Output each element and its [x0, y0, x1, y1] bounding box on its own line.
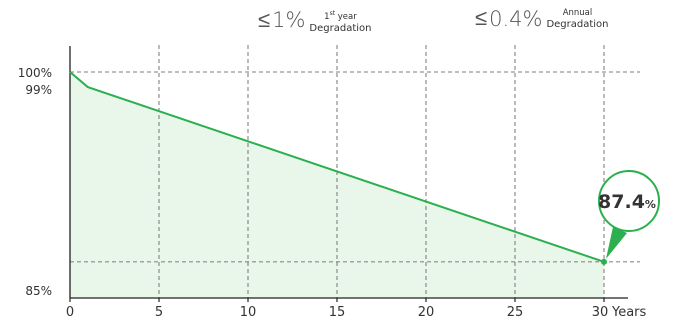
annual-value: 0.4%	[489, 6, 543, 31]
first-year-label-degradation: Degradation	[309, 22, 372, 34]
callout-bubble	[598, 170, 660, 232]
first-year-degradation: ≤ 1% 1st year Degradation	[258, 7, 371, 34]
annual-degradation: ≤ 0.4% Annual Degradation	[475, 6, 609, 31]
first-year-label-num: 1	[324, 11, 330, 22]
annual-label: Annual Degradation	[546, 8, 608, 30]
less-equal-symbol: ≤	[258, 7, 271, 33]
x-tick-label: 10	[240, 305, 257, 320]
callout-unit: %	[645, 198, 656, 211]
annual-label-annual: Annual	[562, 8, 593, 18]
x-axis-label: Years	[611, 305, 647, 320]
annual-label-degradation: Degradation	[546, 19, 609, 30]
first-year-label-sup: st	[329, 10, 336, 17]
first-year-value: 1%	[272, 8, 306, 33]
first-year-label-word: year	[337, 11, 357, 22]
y-tick-label: 100%	[18, 66, 52, 80]
end-point	[601, 258, 607, 265]
x-tick-label: 25	[507, 305, 524, 320]
less-equal-symbol: ≤	[475, 6, 488, 31]
x-tick-label: 20	[418, 305, 435, 320]
x-tick-label: 0	[66, 305, 74, 320]
callout-text: 87.4%	[598, 191, 656, 213]
x-tick-label: 15	[329, 305, 346, 320]
x-tick-label: 5	[155, 305, 163, 320]
x-tick-label: 30	[592, 305, 609, 320]
y-tick-label: 85%	[25, 284, 52, 298]
callout-pointer	[606, 227, 627, 259]
first-year-label: 1st year Degradation	[309, 8, 371, 34]
callout-value: 87.4	[598, 191, 645, 213]
y-tick-label: 99%	[25, 83, 52, 97]
